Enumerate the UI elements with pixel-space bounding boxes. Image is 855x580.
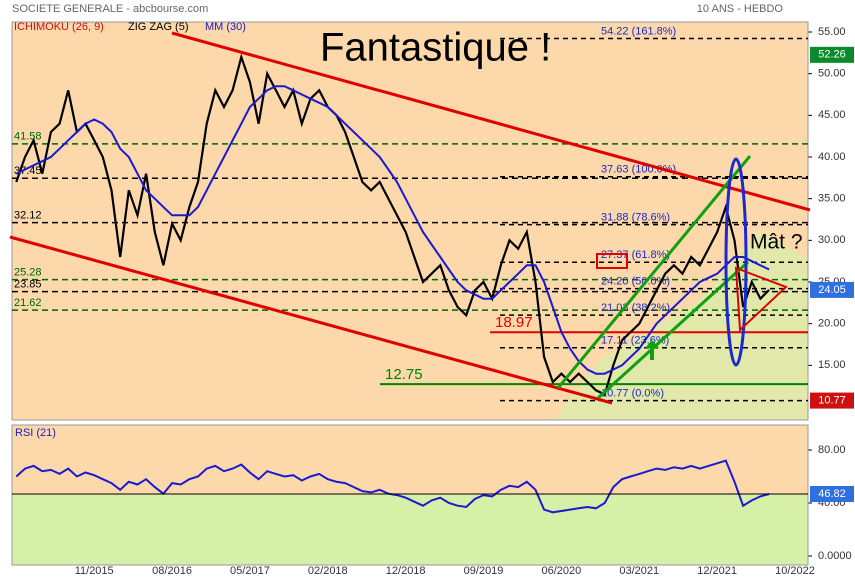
price-tag-label: 24.05 — [818, 284, 846, 296]
fib-label: 21.03 (38.2%) — [601, 302, 670, 314]
x-tick-label: 08/2016 — [152, 565, 192, 577]
legend-entry: RSI (21) — [15, 427, 56, 439]
fib-label: 54.22 (161.8%) — [601, 25, 676, 37]
legend-entry: MM (30) — [205, 21, 246, 33]
rsi-bg-group — [12, 493, 808, 565]
y-tick-label: 40.00 — [818, 151, 846, 163]
annotation: Mât ? — [750, 231, 803, 254]
value-tag — [810, 485, 854, 502]
price-tag — [810, 46, 854, 63]
price-tag — [810, 281, 854, 298]
arrow — [645, 340, 659, 360]
y-tick-label: 35.00 — [818, 193, 846, 205]
trendline — [596, 260, 750, 400]
panel-border — [11, 21, 809, 421]
series-line — [15, 53, 770, 397]
y-tick-label: 20.00 — [818, 318, 846, 330]
level-label: 41.58 — [14, 131, 42, 143]
price-tag-label: 10.77 — [818, 394, 846, 406]
x-tick-label: 03/2021 — [619, 565, 659, 577]
level-label: 21.62 — [14, 297, 42, 309]
rsi-lower-bg — [12, 493, 808, 565]
x-tick-label: 06/2020 — [542, 565, 582, 577]
x-tick-label: 09/2019 — [464, 565, 504, 577]
x-tick-label: 12/2021 — [697, 565, 737, 577]
trendline — [9, 235, 613, 405]
fib-label: 10.77 (0.0%) — [601, 387, 664, 399]
marked-level-label: 12.75 — [385, 366, 423, 383]
y-tick-label: 80.00 — [818, 444, 846, 456]
series-line — [15, 85, 770, 375]
chart-subtitle: 10 ANS - HEBDO — [697, 3, 784, 15]
level-label: 23.85 — [14, 278, 42, 290]
x-tick-label: 11/2015 — [75, 565, 114, 577]
headline: Fantastique ! — [320, 26, 551, 70]
y-tick-label: 55.00 — [818, 26, 846, 38]
price-tag-label: 52.26 — [818, 49, 846, 61]
trendline — [171, 31, 811, 212]
y-tick-label: 15.00 — [818, 359, 846, 371]
chart-title: SOCIETE GENERALE - abcbourse.com — [12, 3, 208, 15]
value-tag-label: 46.82 — [818, 488, 846, 500]
triangle — [734, 266, 788, 333]
y-tick-label: 30.00 — [818, 234, 846, 246]
layers: 55.0050.0045.0040.0035.0030.0025.0020.00… — [11, 21, 854, 577]
x-tick-label: 12/2018 — [386, 565, 426, 577]
legend-entry: ZIG ZAG (5) — [128, 21, 189, 33]
highlight-box — [596, 253, 628, 269]
fib-label: 27.37 (61.8%) — [601, 249, 670, 261]
fib-label: 31.88 (78.6%) — [601, 212, 670, 224]
y-tick-label: 45.00 — [818, 109, 846, 121]
highlight-ellipse — [724, 157, 748, 367]
marked-level-label: 18.97 — [495, 314, 533, 331]
trendline — [556, 155, 752, 389]
level-label: 32.12 — [14, 210, 42, 222]
price-tag — [810, 392, 854, 409]
fib-label: 24.20 (50.0%) — [601, 276, 670, 288]
indicator-label: ICHIMOKU (26, 9) — [14, 21, 104, 33]
level-label: 25.28 — [14, 267, 42, 279]
panel-border — [11, 424, 809, 566]
y-tick-label: 0.0000 — [818, 550, 852, 562]
y-tick-label: 50.00 — [818, 68, 846, 80]
x-tick-label: 05/2017 — [230, 565, 270, 577]
x-tick-label: 02/2018 — [308, 565, 348, 577]
x-tick-label: 10/2022 — [775, 565, 815, 577]
